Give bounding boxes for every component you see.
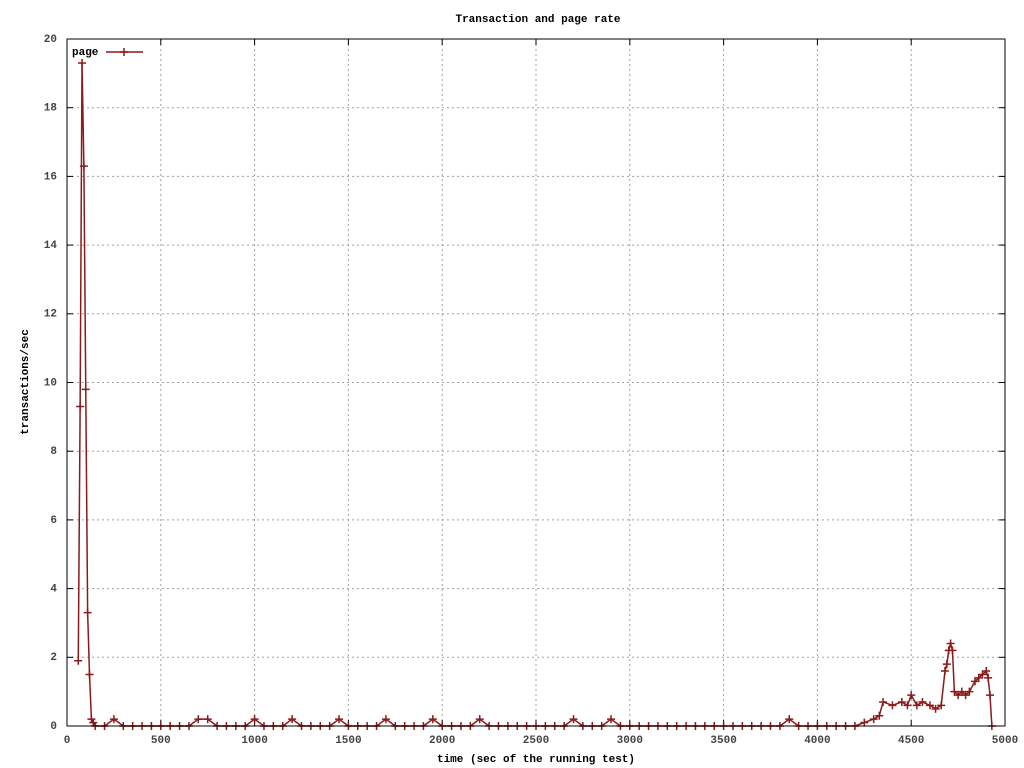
point-marker [250, 715, 259, 724]
legend-label: page [72, 47, 99, 59]
y-tick-label: 16 [44, 171, 57, 183]
point-marker [869, 715, 878, 724]
x-axis-label: time (sec of the running test) [437, 754, 635, 766]
point-marker [194, 715, 203, 724]
x-tick-label: 3000 [617, 735, 643, 747]
point-marker [607, 715, 616, 724]
point-marker [912, 701, 921, 710]
point-marker [978, 670, 987, 679]
point-marker [950, 687, 959, 696]
point-marker [907, 691, 916, 700]
point-marker [875, 711, 884, 720]
point-marker [974, 673, 983, 682]
y-tick-label: 8 [50, 446, 57, 458]
x-tick-label: 2000 [429, 735, 455, 747]
y-tick-label: 12 [44, 309, 57, 321]
y-tick-label: 0 [50, 721, 57, 733]
point-marker [76, 402, 85, 411]
y-tick-label: 20 [44, 34, 57, 46]
x-tick-label: 500 [151, 735, 171, 747]
point-marker [89, 718, 98, 727]
point-marker [87, 715, 96, 724]
point-marker [931, 704, 940, 713]
point-marker [985, 691, 994, 700]
point-marker [335, 715, 344, 724]
point-marker [288, 715, 297, 724]
point-marker [940, 667, 949, 676]
point-marker [879, 697, 888, 706]
point-marker [970, 677, 979, 686]
y-axis-label: transactions/sec [20, 329, 32, 435]
y-tick-label: 4 [50, 584, 57, 596]
y-tick-label: 18 [44, 103, 58, 115]
point-marker [785, 715, 794, 724]
point-marker [954, 691, 963, 700]
legend-marker [120, 48, 128, 56]
chart-title: Transaction and page rate [455, 14, 620, 26]
point-marker [860, 718, 869, 727]
point-marker [79, 162, 88, 171]
point-marker [957, 687, 966, 696]
x-tick-label: 1500 [335, 735, 361, 747]
grid: 0 2 4 6 8 10 12 14 16 18 20 0 500 1000 1500 2000 2500 300… [44, 34, 1018, 747]
point-marker [428, 715, 437, 724]
x-tick-label: 3500 [710, 735, 736, 747]
point-marker [984, 673, 993, 682]
point-marker [965, 687, 974, 696]
x-tick-label: 5000 [992, 735, 1018, 747]
point-marker [78, 59, 87, 68]
point-marker [203, 715, 212, 724]
point-marker [109, 715, 118, 724]
point-marker [961, 691, 970, 700]
y-tick-label: 6 [50, 515, 57, 527]
point-marker [81, 385, 90, 394]
x-tick-label: 2500 [523, 735, 549, 747]
point-marker [85, 670, 94, 679]
y-tick-label: 2 [50, 652, 57, 664]
point-marker [569, 715, 578, 724]
point-marker [903, 701, 912, 710]
x-tick-label: 0 [64, 735, 71, 747]
point-marker [948, 646, 957, 655]
point-marker [982, 667, 991, 676]
point-marker [918, 697, 927, 706]
x-tick-label: 4500 [898, 735, 924, 747]
x-tick-label: 4000 [804, 735, 830, 747]
point-marker [475, 715, 484, 724]
x-tick-label: 1000 [241, 735, 267, 747]
point-marker [937, 701, 946, 710]
point-marker [925, 701, 934, 710]
y-tick-label: 14 [44, 240, 58, 252]
point-marker [888, 701, 897, 710]
point-marker [381, 715, 390, 724]
point-marker [83, 608, 92, 617]
point-marker [74, 656, 83, 665]
point-marker [897, 697, 906, 706]
point-marker [946, 639, 955, 648]
plot-border [66, 38, 1006, 727]
y-tick-label: 10 [44, 377, 57, 389]
point-marker [942, 660, 951, 669]
